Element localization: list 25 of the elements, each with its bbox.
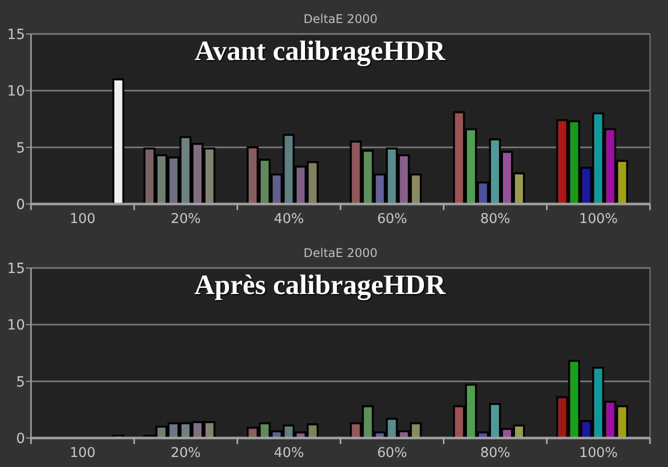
chart-title: DeltaE 2000 <box>302 11 378 27</box>
chart-subtitle: Après calibrageHDR <box>194 270 446 301</box>
y-tick-label: 10 <box>7 84 25 100</box>
x-tick-label: 100% <box>579 211 618 227</box>
y-tick-label: 15 <box>7 26 25 43</box>
y-tick-label: 10 <box>7 318 25 334</box>
x-tick-label: 20% <box>170 211 201 227</box>
x-tick-label: 100 <box>70 211 96 227</box>
chart-title: DeltaE 2000 <box>302 245 378 261</box>
x-tick-label: 80% <box>480 445 510 461</box>
x-tick-label: 100 <box>70 445 96 461</box>
x-tick-label: 40% <box>274 445 304 461</box>
y-tick-label: 15 <box>7 260 25 277</box>
bar <box>112 78 124 204</box>
y-tick-label: 5 <box>16 374 25 390</box>
x-tick-label: 100% <box>579 445 618 461</box>
chart-subtitle: Avant calibrageHDR <box>194 36 446 67</box>
x-tick-label: 60% <box>377 211 408 227</box>
x-tick-label: 60% <box>377 445 408 461</box>
x-tick-label: 40% <box>274 211 304 227</box>
x-tick-label: 20% <box>170 445 201 461</box>
y-tick-label: 5 <box>16 140 25 156</box>
y-tick-label: 0 <box>16 430 25 447</box>
y-tick-label: 0 <box>16 196 25 213</box>
x-tick-label: 80% <box>480 211 510 227</box>
